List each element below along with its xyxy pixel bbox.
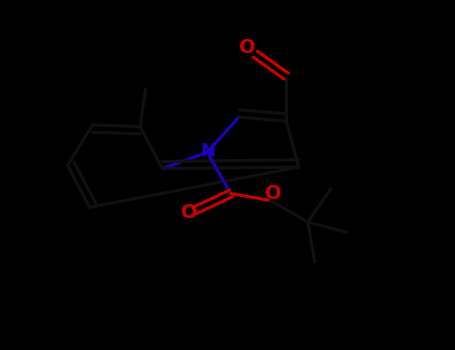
Text: O: O [181,203,197,222]
Text: O: O [239,38,255,57]
Text: O: O [265,184,281,203]
Text: N: N [201,142,216,160]
